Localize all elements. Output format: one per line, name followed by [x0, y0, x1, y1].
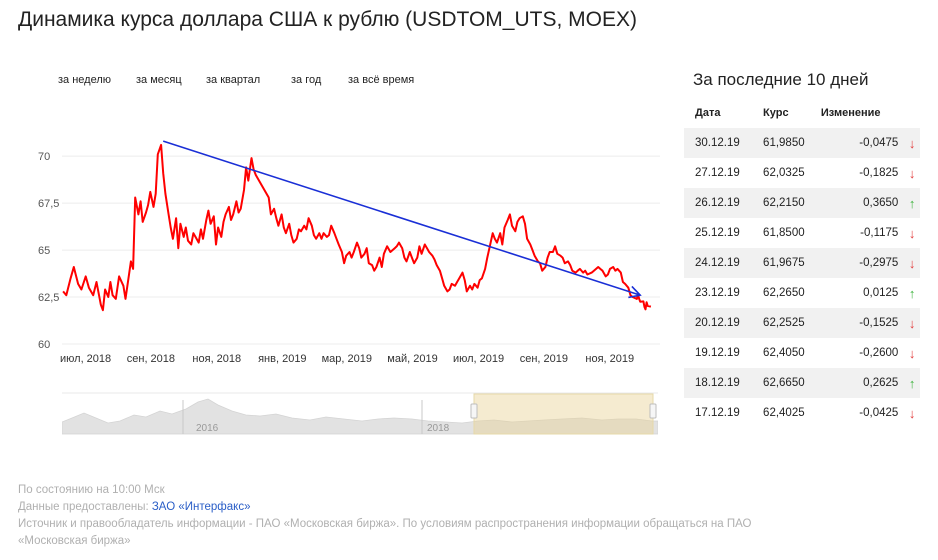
x-tick-label: янв, 2019: [258, 353, 306, 365]
navigator-selection[interactable]: [473, 393, 654, 435]
row-rate: 61,9675: [763, 248, 821, 278]
row-change: 0,0125: [863, 287, 899, 299]
row-date: 24.12.19: [684, 248, 764, 278]
header-rate: Курс: [763, 107, 789, 119]
table-row: 23.12.19 62,2650 0,0125 ↑: [684, 278, 920, 308]
table-row: 24.12.19 61,9675 -0,2975 ↓: [684, 248, 920, 278]
footer-provided: Данные предоставлены: ЗАО «Интерфакс»: [18, 499, 751, 516]
row-rate: 62,2650: [763, 287, 805, 299]
x-tick-label: сен, 2018: [127, 353, 175, 365]
row-date: 17.12.19: [695, 407, 740, 419]
row-rate: 62,2150: [763, 188, 821, 218]
arrow-down-icon: ↓: [908, 165, 916, 181]
arrow-down-icon: ↓: [904, 128, 920, 158]
trend-arrow-head: [628, 285, 642, 299]
x-tick-label: июл, 2018: [60, 353, 111, 365]
row-date: 18.12.19: [684, 368, 764, 398]
footer-source-2: «Московская биржа»: [18, 535, 131, 547]
row-change: 0,3650: [820, 188, 905, 218]
table-row: 25.12.19 61,8500 -0,1175 ↓: [684, 218, 920, 248]
table-row: 20.12.19 62,2525 -0,1525 ↓: [684, 308, 920, 338]
row-change: 0,2625: [820, 368, 905, 398]
x-tick-label: ноя, 2019: [585, 353, 634, 365]
header-date: Дата: [695, 107, 721, 119]
footer-status: По состоянию на 10:00 Мск: [18, 484, 165, 496]
table-row: 30.12.19 61,9850 -0,0475 ↓: [684, 128, 920, 158]
row-change: -0,1825: [859, 167, 899, 179]
row-date: 27.12.19: [695, 167, 740, 179]
y-tick-label: 67,5: [38, 198, 59, 210]
arrow-up-icon: ↑: [904, 188, 920, 218]
rate-chart: 60 62,5 65 67,5 70 июл, 2018 сен, 2018 ноя, 201…: [38, 140, 660, 365]
navigator-handle-left[interactable]: [470, 403, 478, 419]
period-year[interactable]: за год: [291, 74, 322, 86]
trend-arrow: [162, 140, 641, 296]
x-tick-label: ноя, 2018: [192, 353, 241, 365]
row-change: -0,1175: [860, 227, 899, 239]
row-rate: 62,2525: [763, 308, 821, 338]
last-10-days-table: Дата Курс Изменение 30.12.19 61,9850 -0,04…: [684, 98, 920, 428]
footer: По состоянию на 10:00 Мск Данные предост…: [18, 482, 751, 550]
header-change: Изменение: [820, 107, 881, 119]
last-10-days-title: За последние 10 дней: [693, 70, 869, 89]
row-rate: 62,4025: [763, 407, 805, 419]
footer-source: Источник и правообладатель информации - …: [18, 518, 752, 530]
y-tick-label: 65: [38, 245, 50, 257]
row-rate: 62,6650: [763, 368, 821, 398]
row-change: -0,0475: [820, 128, 905, 158]
x-tick-label: июл, 2019: [453, 353, 504, 365]
table-row: 19.12.19 62,4050 -0,2600 ↓: [684, 338, 920, 368]
table-row: 18.12.19 62,6650 0,2625 ↑: [684, 368, 920, 398]
row-rate: 61,8500: [763, 227, 805, 239]
page-title: Динамика курса доллара США к рублю (USDT…: [18, 8, 637, 31]
x-tick-label: мар, 2019: [322, 353, 372, 365]
row-change: -0,1525: [820, 308, 905, 338]
x-tick-label: сен, 2019: [520, 353, 568, 365]
row-rate: 62,0325: [763, 167, 805, 179]
interfax-link[interactable]: ЗАО «Интерфакс»: [151, 501, 251, 513]
arrow-up-icon: ↑: [904, 368, 920, 398]
period-all[interactable]: за всё время: [348, 74, 415, 86]
y-tick-label: 70: [38, 151, 50, 163]
period-month[interactable]: за месяц: [136, 74, 182, 86]
row-date: 26.12.19: [684, 188, 764, 218]
usd-rub-rate-line: [62, 143, 652, 312]
period-quarter[interactable]: за квартал: [206, 74, 261, 86]
row-date: 19.12.19: [695, 347, 740, 359]
footer-provided-label: Данные предоставлены:: [18, 501, 152, 513]
chart-navigator[interactable]: 2016 2018: [62, 392, 658, 438]
arrow-up-icon: ↑: [908, 285, 916, 301]
row-change: -0,2975: [820, 248, 905, 278]
navigator-handle-right[interactable]: [649, 403, 657, 419]
x-tick-label: май, 2019: [387, 353, 437, 365]
navigator-label-2018: 2018: [427, 423, 450, 434]
row-date: 20.12.19: [684, 308, 764, 338]
arrow-down-icon: ↓: [908, 225, 916, 241]
row-change: -0,0425: [859, 407, 899, 419]
y-tick-label: 60: [38, 339, 50, 351]
period-week[interactable]: за неделю: [58, 74, 112, 86]
y-tick-label: 62,5: [38, 292, 59, 304]
arrow-down-icon: ↓: [908, 345, 916, 361]
row-change: -0,2600: [859, 347, 899, 359]
arrow-down-icon: ↓: [904, 248, 920, 278]
table-row: 17.12.19 62,4025 -0,0425 ↓: [684, 398, 920, 428]
row-date: 23.12.19: [695, 287, 740, 299]
arrow-down-icon: ↓: [908, 405, 916, 421]
table-row: 26.12.19 62,2150 0,3650 ↑: [684, 188, 920, 218]
navigator-label-2016: 2016: [196, 423, 219, 434]
navigator-area: [62, 398, 658, 435]
row-date: 25.12.19: [695, 227, 740, 239]
row-rate: 61,9850: [763, 128, 821, 158]
table-row: 27.12.19 62,0325 -0,1825 ↓: [684, 158, 920, 188]
row-date: 30.12.19: [684, 128, 764, 158]
table-header-row: Дата Курс Изменение: [684, 98, 920, 128]
row-rate: 62,4050: [763, 347, 805, 359]
arrow-down-icon: ↓: [904, 308, 920, 338]
